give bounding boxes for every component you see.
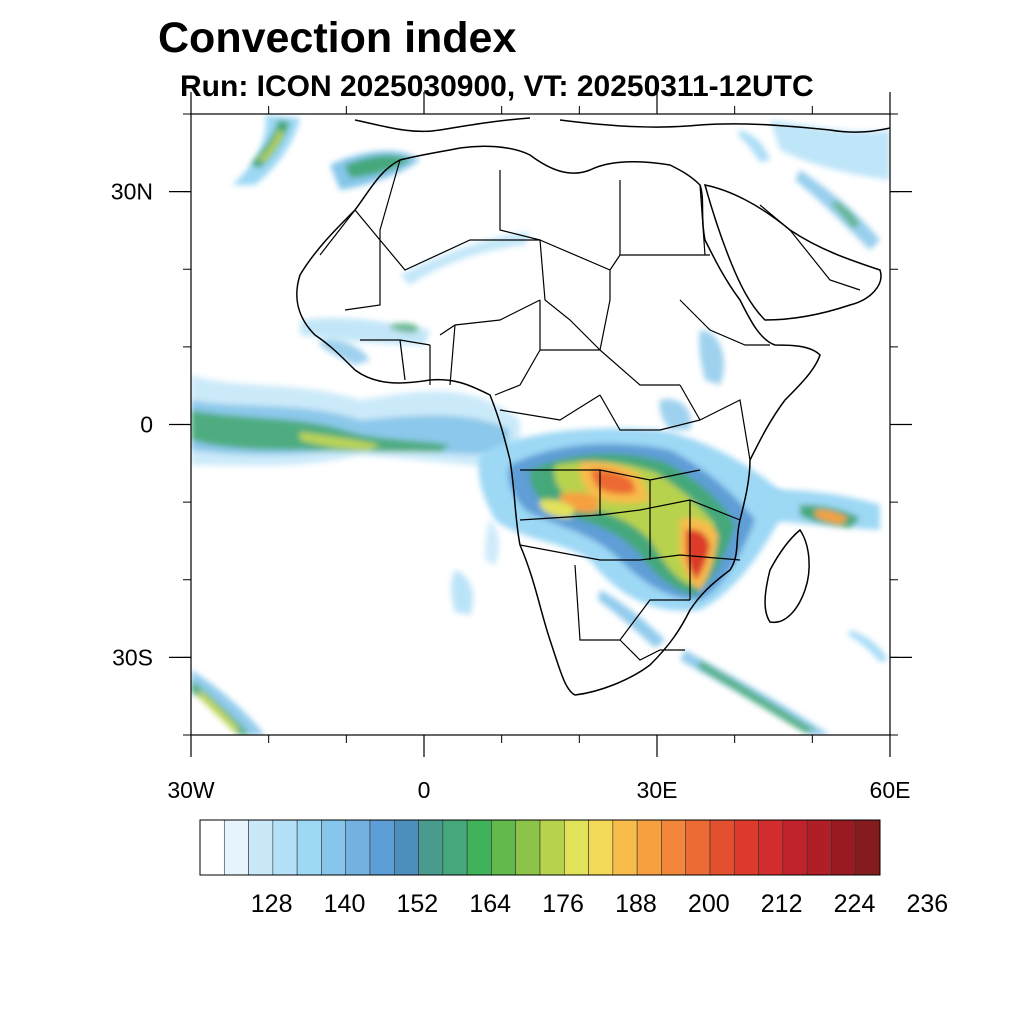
- colorbar-swatch: [223, 819, 249, 876]
- x-tick-label: 30E: [637, 777, 678, 803]
- y-tick-label: 0: [140, 412, 153, 438]
- colorbar-swatch: [539, 819, 565, 876]
- colorbar-swatch: [709, 819, 735, 876]
- borders: [319, 159, 861, 661]
- colorbar-swatch: [758, 819, 784, 876]
- colorbar-swatch: [248, 819, 274, 876]
- colorbar-swatch: [612, 819, 638, 876]
- y-tick-label: 30S: [112, 644, 153, 670]
- chart-title: Convection index: [158, 14, 517, 62]
- colorbar-frame: [199, 819, 881, 876]
- colorbar-swatch: [296, 819, 322, 876]
- colorbar-swatch: [418, 819, 444, 876]
- colorbar-swatch: [563, 819, 589, 876]
- colorbar-label: 152: [396, 890, 438, 918]
- coastlines: [296, 117, 890, 696]
- colorbar-swatch: [685, 819, 711, 876]
- colorbar-label: 164: [469, 890, 511, 918]
- colorbar-swatch: [272, 819, 298, 876]
- colorbar-swatch: [636, 819, 662, 876]
- colorbar-label: 140: [324, 890, 366, 918]
- colorbar-swatch: [199, 819, 225, 876]
- colorbar-swatch: [515, 819, 541, 876]
- colorbar-swatch: [782, 819, 808, 876]
- x-tick-label: 30W: [167, 777, 215, 803]
- convection-field: [191, 115, 890, 735]
- colorbar-swatch: [733, 819, 759, 876]
- y-tick-label: 30N: [111, 179, 153, 205]
- colorbar-swatch: [393, 819, 419, 876]
- chart-subtitle: Run: ICON 2025030900, VT: 20250311-12UTC: [180, 70, 814, 103]
- colorbar-label: 176: [542, 890, 584, 918]
- colorbar-label: 212: [761, 890, 803, 918]
- colorbar-swatch: [855, 819, 881, 876]
- colorbar-swatch: [588, 819, 614, 876]
- colorbar-swatch: [466, 819, 492, 876]
- colorbar-label: 128: [251, 890, 293, 918]
- colorbar-label: 236: [906, 890, 948, 918]
- colorbar-swatch: [661, 819, 687, 876]
- colorbar-label: 224: [834, 890, 876, 918]
- colorbar-swatch: [491, 819, 517, 876]
- colorbar-swatch: [442, 819, 468, 876]
- colorbar-label: 188: [615, 890, 657, 918]
- colorbar-swatch: [345, 819, 371, 876]
- map-axes: 30W 0 30E 60E 30N 0 30S: [111, 92, 912, 803]
- x-tick-label: 60E: [870, 777, 911, 803]
- colorbar-swatch: [369, 819, 395, 876]
- colorbar-swatch: [321, 819, 347, 876]
- colorbar: 128 140 152 164 176 188 200 212 224 236: [199, 819, 948, 918]
- colorbar-swatch: [806, 819, 832, 876]
- colorbar-swatch: [831, 819, 857, 876]
- x-tick-label: 0: [418, 777, 431, 803]
- colorbar-label: 200: [688, 890, 730, 918]
